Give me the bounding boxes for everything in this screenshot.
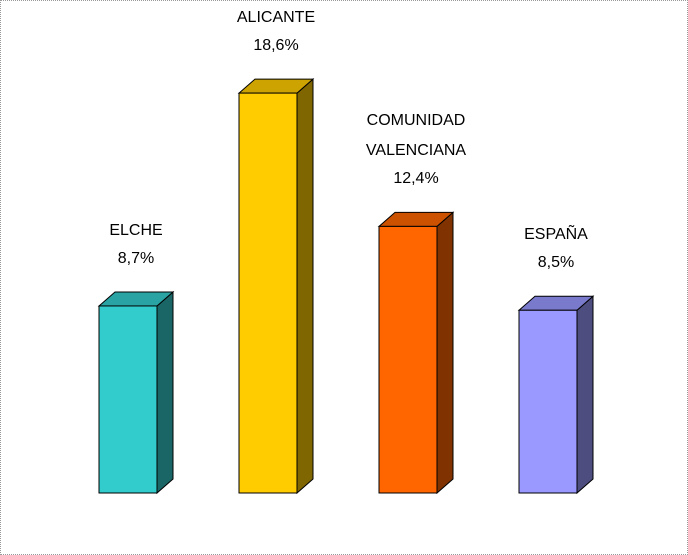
category-label: COMUNIDAD VALENCIANA bbox=[365, 112, 467, 160]
value-label: 12,4% bbox=[393, 170, 439, 188]
bar bbox=[518, 309, 578, 494]
bar bbox=[238, 92, 298, 494]
category-label: ELCHE bbox=[109, 221, 163, 239]
value-label: 8,5% bbox=[537, 254, 575, 272]
bar-side bbox=[576, 295, 594, 495]
bar-side bbox=[156, 290, 174, 495]
value-label: 8,7% bbox=[117, 249, 155, 267]
value-label: 18,6% bbox=[253, 37, 299, 55]
bar bbox=[378, 225, 438, 494]
bar bbox=[98, 305, 158, 494]
category-label: ALICANTE bbox=[236, 9, 316, 27]
bar-side bbox=[436, 211, 454, 495]
category-label: ESPAÑA bbox=[524, 226, 588, 244]
bar-side bbox=[296, 77, 314, 495]
